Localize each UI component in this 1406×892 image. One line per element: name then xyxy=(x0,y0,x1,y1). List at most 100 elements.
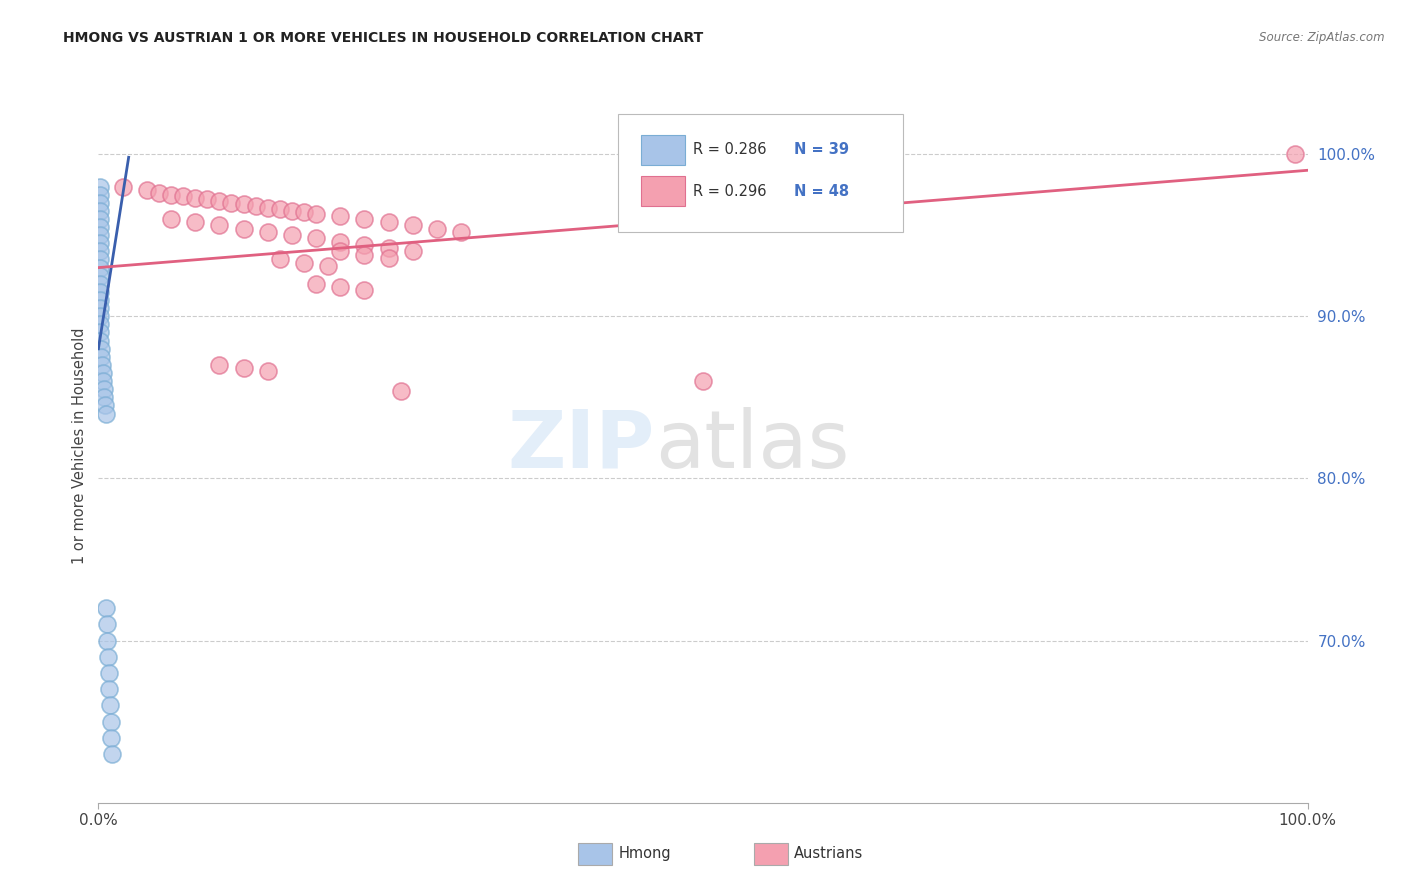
Point xyxy=(269,252,291,267)
Point xyxy=(89,268,111,283)
Point xyxy=(135,183,157,197)
Point xyxy=(1284,147,1306,161)
Point xyxy=(97,649,120,664)
Point xyxy=(232,221,254,235)
Point xyxy=(208,194,231,208)
Text: N = 48: N = 48 xyxy=(793,184,849,199)
Point xyxy=(91,374,114,388)
Point xyxy=(97,666,120,681)
Text: R = 0.296: R = 0.296 xyxy=(693,184,766,199)
Point xyxy=(450,225,472,239)
Point xyxy=(377,251,399,265)
Point xyxy=(148,186,170,200)
Text: ZIP: ZIP xyxy=(508,407,655,485)
Y-axis label: 1 or more Vehicles in Household: 1 or more Vehicles in Household xyxy=(72,327,87,565)
Text: Austrians: Austrians xyxy=(793,846,863,861)
FancyBboxPatch shape xyxy=(641,177,685,206)
Point xyxy=(292,205,315,219)
FancyBboxPatch shape xyxy=(754,843,787,865)
Point xyxy=(94,399,117,413)
Point xyxy=(93,390,115,404)
Text: Hmong: Hmong xyxy=(619,846,671,861)
Text: R = 0.286: R = 0.286 xyxy=(693,143,766,157)
Point xyxy=(89,260,111,275)
Point xyxy=(89,236,111,251)
Point xyxy=(91,358,114,372)
Point xyxy=(89,334,111,348)
Point xyxy=(329,209,352,223)
Point xyxy=(232,197,254,211)
Point xyxy=(305,277,328,291)
Point xyxy=(377,215,399,229)
Point xyxy=(316,259,339,273)
Point xyxy=(89,203,111,218)
Point xyxy=(160,211,183,226)
Point xyxy=(100,747,122,761)
Point xyxy=(329,235,352,249)
Point xyxy=(89,244,111,259)
Point xyxy=(305,231,328,245)
Point xyxy=(402,244,425,259)
Point xyxy=(305,207,328,221)
Point xyxy=(89,310,111,324)
Point xyxy=(89,318,111,332)
FancyBboxPatch shape xyxy=(578,843,613,865)
Point xyxy=(96,617,118,632)
Point xyxy=(172,189,194,203)
Point xyxy=(96,633,118,648)
Point xyxy=(281,203,304,218)
Point xyxy=(292,256,315,270)
Point xyxy=(89,179,111,194)
Point xyxy=(89,301,111,315)
Point xyxy=(100,731,122,745)
Point xyxy=(256,225,278,239)
Point xyxy=(208,358,231,372)
Point xyxy=(89,187,111,202)
Point xyxy=(377,241,399,255)
FancyBboxPatch shape xyxy=(619,114,903,232)
Point xyxy=(353,211,375,226)
Point xyxy=(329,280,352,294)
Point xyxy=(90,342,112,356)
Point xyxy=(89,252,111,267)
Point xyxy=(89,195,111,210)
Point xyxy=(353,247,375,261)
Text: atlas: atlas xyxy=(655,407,849,485)
Point xyxy=(111,179,134,194)
Point xyxy=(89,220,111,235)
Point xyxy=(221,195,243,210)
Point xyxy=(90,350,112,364)
Point xyxy=(93,382,115,396)
Point xyxy=(89,326,111,340)
Point xyxy=(281,228,304,243)
Text: N = 39: N = 39 xyxy=(793,143,849,157)
Point xyxy=(329,244,352,259)
Point xyxy=(402,219,425,233)
Text: HMONG VS AUSTRIAN 1 OR MORE VEHICLES IN HOUSEHOLD CORRELATION CHART: HMONG VS AUSTRIAN 1 OR MORE VEHICLES IN … xyxy=(63,31,703,45)
Point xyxy=(160,187,183,202)
Point xyxy=(89,211,111,226)
Point xyxy=(89,277,111,291)
Point xyxy=(96,601,118,615)
Point xyxy=(184,215,207,229)
Point xyxy=(100,714,122,729)
Point xyxy=(389,384,412,398)
Point xyxy=(98,682,121,697)
Point xyxy=(692,374,714,388)
Point xyxy=(89,228,111,243)
Point xyxy=(256,201,278,215)
Point xyxy=(89,293,111,307)
Point xyxy=(232,361,254,376)
Point xyxy=(208,219,231,233)
Text: Source: ZipAtlas.com: Source: ZipAtlas.com xyxy=(1260,31,1385,45)
Point xyxy=(184,191,207,205)
Point xyxy=(94,407,117,421)
Point xyxy=(269,202,291,217)
Point xyxy=(91,366,114,380)
Point xyxy=(98,698,121,713)
Point xyxy=(89,285,111,299)
Point xyxy=(353,238,375,252)
Point xyxy=(245,199,267,213)
Point xyxy=(256,364,278,378)
Point xyxy=(195,193,218,207)
